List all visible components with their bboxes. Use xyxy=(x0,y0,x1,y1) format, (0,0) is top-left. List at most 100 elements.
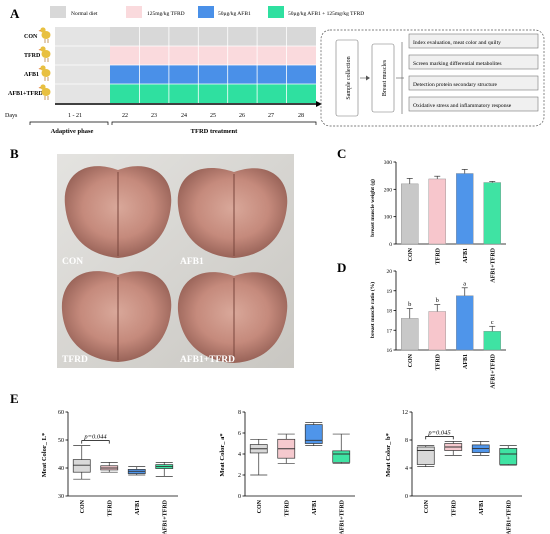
panel-b-label: B xyxy=(10,146,19,161)
legend-normal: Normal diet xyxy=(71,11,98,17)
legend-combo: 50μg/kg AFB1 + 125mg/kg TFRD xyxy=(288,11,364,17)
y-tick-label: 4 xyxy=(405,466,408,472)
timeline-grid xyxy=(55,27,322,107)
y-tick-label: 19 xyxy=(387,289,393,295)
tfrd-treatment-label: TFRD treatment xyxy=(191,128,238,135)
sample-collection-box xyxy=(335,39,359,117)
breast-muscles-label: Breast muscles xyxy=(382,59,388,96)
y-tick-label: 30 xyxy=(58,494,64,500)
y-tick-label: 2 xyxy=(238,473,241,479)
group-label-tfrd: TFRD xyxy=(24,53,41,59)
day-tick: 22 xyxy=(122,113,128,119)
x-tick-label: TFRD xyxy=(435,353,441,370)
x-tick-label: AFB1 xyxy=(135,500,141,515)
y-tick-label: 20 xyxy=(387,269,393,275)
y-tick-label: 300 xyxy=(384,160,393,166)
meat-photo-afb1 xyxy=(177,167,288,258)
flow-item-box xyxy=(408,75,539,91)
day-tick: 24 xyxy=(181,113,187,119)
chart-d: 16 17 18 19 20 b b a c CON TFRD AFB1 AFB1+TFRD xyxy=(387,269,506,389)
box xyxy=(304,424,323,444)
chart-e2: 0 2 4 6 8 CON TFRD AFB1 AFB1+TFRD xyxy=(238,410,355,534)
flow-item-box xyxy=(408,54,539,70)
meat-photo-combo xyxy=(177,272,288,363)
panel-a-label: A xyxy=(10,6,20,21)
legend-afb1: 50μg/kg AFB1 xyxy=(218,11,251,17)
bar xyxy=(483,182,501,245)
bar xyxy=(456,295,474,351)
significance-bracket xyxy=(81,440,110,444)
box xyxy=(416,446,435,465)
photo-label-tfrd: TFRD xyxy=(62,355,88,365)
sample-collection-label: Sample collection xyxy=(346,56,352,99)
chart-e1: 30 40 50 60 p=0.044 CON TFRD AFB1 AFB1+TFRD xyxy=(58,410,178,534)
phase-bracket xyxy=(29,121,109,125)
x-tick-label: AFB1+TFRD xyxy=(490,353,496,388)
bar xyxy=(428,311,446,351)
day-tick: 28 xyxy=(298,113,304,119)
y-tick-label: 16 xyxy=(387,348,393,354)
y-tick-label: 100 xyxy=(384,215,393,221)
day-tick: 23 xyxy=(151,113,157,119)
x-tick-label: AFB1+TFRD xyxy=(490,247,496,282)
y-tick-label: 40 xyxy=(58,466,64,472)
x-tick-label: AFB1+TFRD xyxy=(506,499,512,534)
chick-icon xyxy=(38,65,51,81)
bar xyxy=(401,183,419,245)
y-tick-label: 0 xyxy=(405,494,408,500)
photo-label-afb1: AFB1 xyxy=(180,257,204,267)
flow-item-box xyxy=(408,33,539,49)
significance-letter: b xyxy=(436,297,439,304)
breast-muscles-box xyxy=(371,43,395,113)
flow-item-label: Screen marking differential metabolites xyxy=(413,60,502,67)
y-tick-label: 0 xyxy=(238,494,241,500)
x-tick-label: CON xyxy=(408,353,414,367)
photo-label-con: CON xyxy=(62,257,83,267)
box xyxy=(72,459,91,473)
c-ylabel: breast muscle weight (g) xyxy=(369,179,376,237)
y-tick-label: 6 xyxy=(238,431,241,437)
bar xyxy=(456,173,474,245)
legend-swatch-combo xyxy=(268,6,284,18)
y-tick-label: 4 xyxy=(238,452,241,458)
x-tick-label: AFB1 xyxy=(312,500,318,515)
x-tick-label: AFB1 xyxy=(479,500,485,515)
meat-photo-con xyxy=(64,166,172,258)
phase-bracket xyxy=(111,121,317,125)
group-label-combo: AFB1+TFRD xyxy=(8,91,43,97)
meat-photo-tfrd xyxy=(61,271,172,362)
x-tick-label: CON xyxy=(80,499,86,513)
group-label-afb1: AFB1 xyxy=(24,72,39,78)
box xyxy=(499,448,518,465)
y-tick-label: 50 xyxy=(58,438,64,444)
flow-item-label: Detection protein secondary structure xyxy=(413,82,498,88)
x-tick-label: AFB1 xyxy=(463,354,469,369)
x-tick-label: TFRD xyxy=(107,499,113,516)
legend-tfrd: 125mg/kg TFRD xyxy=(147,11,185,17)
panel-c-label: C xyxy=(337,146,346,161)
significance-letter: c xyxy=(491,319,494,326)
e3-ylabel: Meat Color_ b* xyxy=(385,433,392,477)
bar xyxy=(401,318,419,351)
day-tick: 25 xyxy=(210,113,216,119)
chick-icon xyxy=(38,27,51,43)
day-tick: 26 xyxy=(239,113,245,119)
group-label-con: CON xyxy=(24,34,38,40)
flow-item-label: Index evaluation, meat color and quilty xyxy=(413,40,501,46)
p-value-label: p=0.045 xyxy=(427,429,451,436)
bar xyxy=(483,331,501,351)
panel-d-label: D xyxy=(337,260,346,275)
significance-letter: b xyxy=(408,301,411,308)
e2-ylabel: Meat Color_ a* xyxy=(219,433,226,476)
x-tick-label: TFRD xyxy=(435,247,441,264)
bar xyxy=(428,178,446,245)
x-tick-label: CON xyxy=(257,499,263,513)
x-tick-label: CON xyxy=(408,247,414,261)
y-tick-label: 200 xyxy=(384,187,393,193)
x-tick-label: TFRD xyxy=(284,499,290,516)
y-tick-label: 18 xyxy=(387,309,393,315)
y-tick-label: 12 xyxy=(402,410,408,416)
significance-bracket xyxy=(425,436,454,440)
adaptive-phase-label: Adaptive phase xyxy=(51,128,94,135)
y-tick-label: 17 xyxy=(387,328,393,334)
